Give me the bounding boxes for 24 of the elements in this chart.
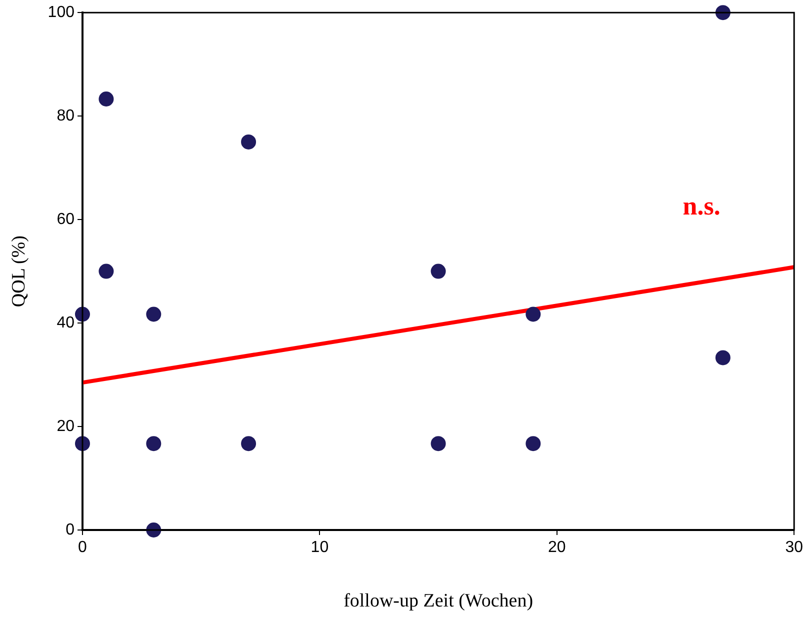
point — [430, 264, 446, 279]
x-axis-title: follow-up Zeit (Wochen) — [344, 590, 534, 612]
point — [146, 306, 162, 322]
point — [526, 436, 541, 452]
y-axis-title: QOL (%) — [8, 236, 30, 308]
y-tick-label: 0 — [66, 521, 75, 538]
y-tick-label: 20 — [56, 418, 75, 435]
point — [146, 436, 162, 452]
x-tick-label: 30 — [785, 539, 804, 556]
point — [241, 134, 256, 150]
point — [715, 350, 730, 366]
point — [98, 92, 114, 107]
y-tick-label: 60 — [56, 210, 75, 228]
annotation: n.s. — [682, 191, 720, 220]
x-tick-label: 10 — [310, 539, 329, 556]
point — [430, 436, 446, 452]
point — [241, 436, 256, 452]
y-tick-label: 40 — [56, 314, 75, 332]
y-tick-label: 80 — [56, 107, 75, 124]
point — [526, 306, 541, 322]
x-tick-label: 20 — [548, 539, 566, 556]
y-tick-label: 100 — [48, 4, 75, 22]
point — [98, 264, 114, 279]
x-tick-label: 0 — [78, 539, 88, 556]
